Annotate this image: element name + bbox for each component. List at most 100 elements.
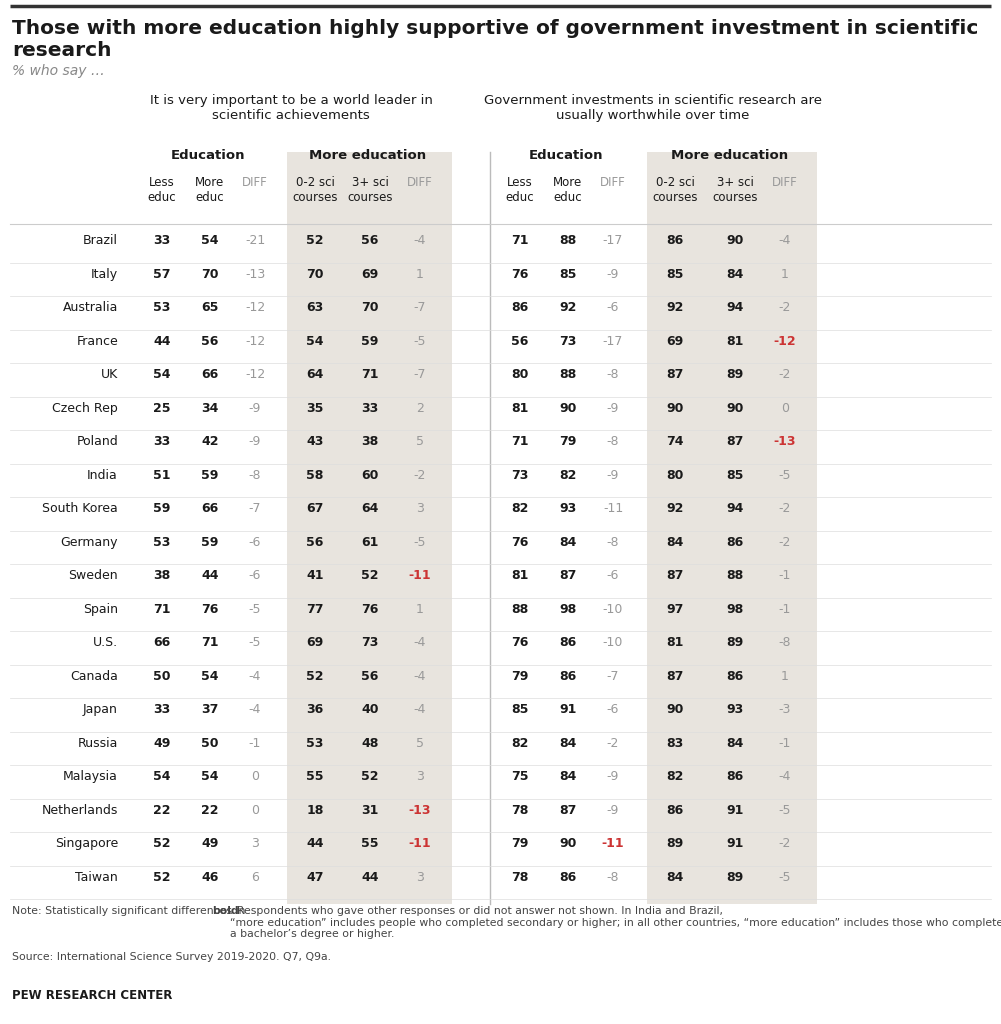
Text: 2: 2	[416, 401, 424, 415]
Text: -2: -2	[607, 736, 620, 750]
Text: 54: 54	[201, 770, 219, 783]
Text: 54: 54	[201, 670, 219, 683]
Text: DIFF: DIFF	[242, 176, 268, 189]
Text: 3: 3	[251, 838, 259, 850]
Text: 86: 86	[667, 804, 684, 817]
Text: -4: -4	[249, 670, 261, 683]
Text: 55: 55	[361, 838, 378, 850]
Text: DIFF: DIFF	[772, 176, 798, 189]
Text: 64: 64	[306, 369, 323, 381]
Text: 85: 85	[667, 267, 684, 281]
Text: 44: 44	[306, 838, 323, 850]
Text: 83: 83	[667, 736, 684, 750]
Text: 90: 90	[560, 838, 577, 850]
Text: 52: 52	[306, 234, 323, 247]
Text: % who say …: % who say …	[12, 63, 105, 78]
Text: Italy: Italy	[91, 267, 118, 281]
Text: More
educ: More educ	[554, 176, 583, 204]
Text: 78: 78	[512, 870, 529, 884]
Text: 79: 79	[512, 670, 529, 683]
Text: 90: 90	[727, 401, 744, 415]
Text: -6: -6	[607, 703, 620, 716]
Text: -1: -1	[249, 736, 261, 750]
Text: 3: 3	[416, 870, 424, 884]
Text: 44: 44	[153, 335, 171, 348]
Text: 85: 85	[512, 703, 529, 716]
Text: Education: Education	[530, 150, 604, 162]
Text: 18: 18	[306, 804, 323, 817]
Text: 6: 6	[251, 870, 259, 884]
Text: Government investments in scientific research are
usually worthwhile over time: Government investments in scientific res…	[483, 94, 822, 122]
Text: 66: 66	[201, 369, 218, 381]
Text: 90: 90	[667, 401, 684, 415]
Text: 76: 76	[201, 603, 218, 615]
Text: -6: -6	[249, 569, 261, 583]
Text: 80: 80	[667, 469, 684, 481]
Text: 81: 81	[667, 636, 684, 649]
Text: 90: 90	[727, 234, 744, 247]
Text: 43: 43	[306, 435, 323, 449]
Text: 58: 58	[306, 469, 323, 481]
Bar	[647, 152, 817, 904]
Text: 33: 33	[153, 234, 170, 247]
Text: 0: 0	[251, 804, 259, 817]
Text: 52: 52	[153, 870, 171, 884]
Text: 79: 79	[512, 838, 529, 850]
Text: 56: 56	[361, 234, 378, 247]
Text: -4: -4	[413, 670, 426, 683]
Text: -1: -1	[779, 736, 791, 750]
Text: 78: 78	[512, 804, 529, 817]
Text: -10: -10	[603, 636, 624, 649]
Text: 88: 88	[727, 569, 744, 583]
Text: -7: -7	[607, 670, 620, 683]
Text: -6: -6	[607, 301, 620, 314]
Text: 0: 0	[781, 401, 789, 415]
Text: -17: -17	[603, 335, 624, 348]
Text: 5: 5	[416, 435, 424, 449]
Text: -6: -6	[249, 536, 261, 549]
Text: -2: -2	[779, 838, 791, 850]
Text: 52: 52	[153, 838, 171, 850]
Text: -6: -6	[607, 569, 620, 583]
Text: 89: 89	[727, 870, 744, 884]
Text: 87: 87	[727, 435, 744, 449]
Text: 87: 87	[560, 569, 577, 583]
Text: 0: 0	[251, 770, 259, 783]
Text: 86: 86	[727, 536, 744, 549]
Text: -11: -11	[408, 569, 431, 583]
Text: 91: 91	[560, 703, 577, 716]
Text: Czech Rep: Czech Rep	[52, 401, 118, 415]
Text: -5: -5	[413, 335, 426, 348]
Text: 87: 87	[667, 670, 684, 683]
Text: -9: -9	[249, 401, 261, 415]
Text: 50: 50	[153, 670, 171, 683]
Text: 22: 22	[153, 804, 171, 817]
Text: -13: -13	[774, 435, 796, 449]
Text: Less
educ: Less educ	[506, 176, 535, 204]
Text: 85: 85	[560, 267, 577, 281]
Text: 55: 55	[306, 770, 323, 783]
Text: -9: -9	[249, 435, 261, 449]
Text: 66: 66	[153, 636, 170, 649]
Text: -2: -2	[779, 536, 791, 549]
Text: 34: 34	[201, 401, 218, 415]
Text: -2: -2	[779, 502, 791, 515]
Text: 86: 86	[727, 770, 744, 783]
Text: -13: -13	[245, 267, 265, 281]
Text: 33: 33	[361, 401, 378, 415]
Text: 1: 1	[781, 670, 789, 683]
Text: 3: 3	[416, 502, 424, 515]
Text: 77: 77	[306, 603, 323, 615]
Text: -12: -12	[245, 301, 265, 314]
Text: 86: 86	[727, 670, 744, 683]
Text: -7: -7	[413, 369, 426, 381]
Text: Japan: Japan	[83, 703, 118, 716]
Text: 61: 61	[361, 536, 378, 549]
Text: -9: -9	[607, 469, 620, 481]
Text: Singapore: Singapore	[55, 838, 118, 850]
Text: India: India	[87, 469, 118, 481]
Text: 54: 54	[153, 770, 171, 783]
Text: 87: 87	[667, 569, 684, 583]
Text: 94: 94	[727, 502, 744, 515]
Text: -2: -2	[779, 369, 791, 381]
